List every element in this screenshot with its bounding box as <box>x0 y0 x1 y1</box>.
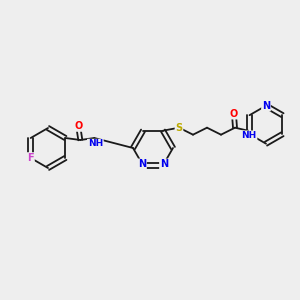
Text: O: O <box>74 121 82 131</box>
Text: N: N <box>138 159 146 169</box>
Text: F: F <box>27 153 34 163</box>
Text: N: N <box>160 159 168 169</box>
Text: NH: NH <box>88 140 103 148</box>
Text: N: N <box>262 101 270 111</box>
Text: NH: NH <box>242 131 256 140</box>
Text: O: O <box>230 109 238 119</box>
Text: S: S <box>176 123 183 133</box>
